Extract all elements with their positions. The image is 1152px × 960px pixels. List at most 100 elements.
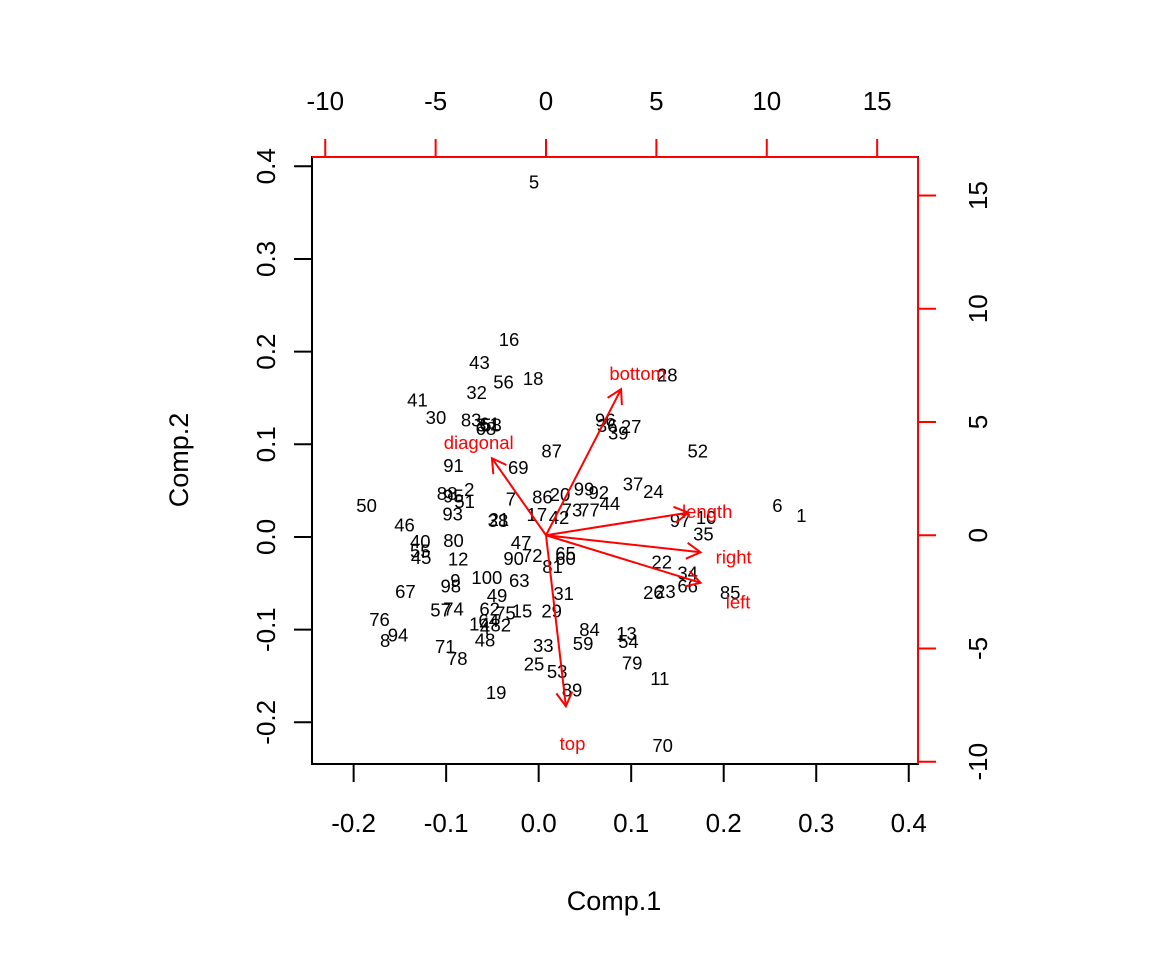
point-label: 19: [486, 682, 507, 703]
x-tick-label: 0.2: [706, 808, 742, 838]
point-label: 59: [573, 633, 594, 654]
right-tick-label: -5: [963, 637, 993, 660]
point-label: 50: [356, 495, 377, 516]
x-tick-label: 0.1: [613, 808, 649, 838]
point-label: 76: [369, 609, 390, 630]
point-label: 91: [443, 455, 464, 476]
point-label: 48: [475, 629, 496, 650]
point-label: 33: [533, 635, 554, 656]
point-label: 17: [527, 504, 548, 525]
point-label: 51: [454, 491, 475, 512]
point-label: 56: [493, 372, 514, 393]
point-label: 61: [479, 413, 500, 434]
point-label: 89: [562, 679, 583, 700]
loading-arrow-diagonal: [491, 457, 547, 536]
point-label: 80: [443, 530, 464, 551]
arrow-head-top: [555, 691, 574, 709]
arrow-head-left: [684, 570, 703, 588]
point-label: 52: [688, 440, 709, 461]
point-label: 16: [499, 329, 520, 350]
y-tick-label: -0.1: [251, 607, 281, 652]
point-label: 23: [655, 581, 676, 602]
point-label: 77: [579, 500, 600, 521]
point-label: 84: [579, 619, 600, 640]
x-tick-label: -0.2: [331, 808, 376, 838]
point-label: 29: [541, 601, 562, 622]
point-label: 28: [657, 364, 678, 385]
point-label: 55: [410, 540, 431, 561]
x-axis-title: Comp.1: [567, 886, 662, 916]
left-axis: -0.2 -0.1 0.0 0.1 0.2 0.3 0.4: [251, 148, 313, 745]
point-label: 88: [437, 483, 458, 504]
top-tick-label: 15: [863, 86, 892, 116]
top-tick-label: 5: [649, 86, 663, 116]
right-axis: -10 -5 0 5 10 15: [917, 157, 993, 781]
point-label: 38: [488, 510, 509, 531]
point-label: 86: [532, 487, 553, 508]
point-label: 81: [542, 556, 563, 577]
point-label: 26: [643, 582, 664, 603]
point-label: 99: [574, 478, 595, 499]
loading-arrows: length left right bottom top diagonal: [444, 363, 752, 754]
right-tick-label: -10: [963, 743, 993, 781]
point-label: 40: [410, 531, 431, 552]
point-label: 57: [430, 600, 451, 621]
arrow-head-diagonal: [490, 456, 507, 475]
right-tick-label: 10: [963, 294, 993, 323]
point-label: 35: [693, 524, 714, 545]
point-label: 42: [549, 507, 570, 528]
point-label: 24: [643, 481, 664, 502]
point-label: 34: [677, 563, 698, 584]
y-tick-label: 0.0: [251, 519, 281, 555]
y-axis-title: Comp.2: [164, 413, 194, 508]
point-label: 22: [651, 551, 672, 572]
x-tick-label: 0.4: [891, 808, 927, 838]
right-tick-label: 0: [963, 528, 993, 542]
point-label: 70: [652, 735, 673, 756]
point-label: 15: [512, 601, 533, 622]
point-label: 32: [466, 382, 487, 403]
point-label: 85: [720, 582, 741, 603]
top-tick-label: 0: [539, 86, 553, 116]
loading-label-diagonal: diagonal: [444, 432, 514, 453]
point-label: 100: [471, 567, 502, 588]
top-tick-label: 10: [752, 86, 781, 116]
arrow-head-length: [673, 505, 691, 524]
point-label: 54: [618, 631, 639, 652]
point-label: 18: [523, 368, 544, 389]
point-label: 82: [490, 614, 511, 635]
point-label: 71: [435, 636, 456, 657]
point-label: 69: [508, 457, 529, 478]
point-label: 43: [469, 352, 490, 373]
point-label: 68: [476, 418, 497, 439]
point-label: 93: [442, 503, 463, 524]
point-label: 78: [447, 648, 468, 669]
top-axis: -10 -5 0 5 10 15: [306, 86, 918, 158]
point-label: 67: [395, 581, 416, 602]
point-label: 87: [541, 440, 562, 461]
point-label: 9: [450, 570, 460, 591]
point-label: 46: [394, 514, 415, 535]
loading-label-right: right: [716, 546, 752, 567]
point-label: 3: [476, 414, 486, 435]
point-label: 47: [511, 532, 532, 553]
point-label: 90: [503, 548, 524, 569]
loading-label-length: length: [682, 501, 732, 522]
point-label: 44: [600, 493, 621, 514]
point-label: 37: [623, 474, 644, 495]
point-label: 60: [555, 548, 576, 569]
x-tick-label: -0.1: [424, 808, 469, 838]
loading-arrow-top: [545, 535, 567, 707]
point-label: 75: [495, 602, 516, 623]
point-label: 74: [443, 599, 464, 620]
point-label: 5: [529, 172, 539, 193]
right-tick-label: 15: [963, 181, 993, 210]
y-tick-label: 0.2: [251, 334, 281, 370]
point-label: 2: [464, 479, 474, 500]
point-label: 36: [597, 415, 618, 436]
point-label: 58: [481, 414, 502, 435]
point-label: 21: [489, 509, 510, 530]
point-label: 92: [589, 482, 610, 503]
point-label: 4: [480, 617, 490, 638]
